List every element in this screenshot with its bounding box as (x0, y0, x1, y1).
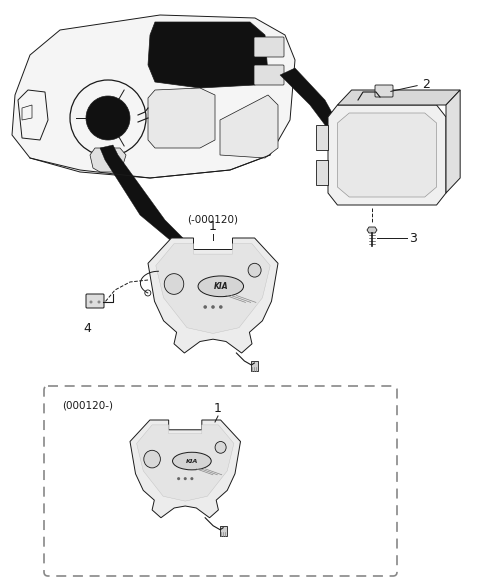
FancyBboxPatch shape (254, 65, 284, 85)
Circle shape (177, 477, 180, 480)
Ellipse shape (198, 276, 243, 297)
Polygon shape (316, 160, 328, 185)
Polygon shape (12, 15, 295, 178)
Polygon shape (220, 95, 278, 158)
Circle shape (89, 301, 93, 304)
FancyBboxPatch shape (254, 37, 284, 57)
Text: (000120-): (000120-) (62, 401, 113, 411)
Text: 2: 2 (422, 78, 430, 92)
Text: KIA: KIA (186, 458, 198, 464)
Polygon shape (367, 227, 377, 233)
Polygon shape (252, 361, 258, 371)
Text: 3: 3 (409, 231, 417, 245)
Polygon shape (90, 148, 126, 172)
Text: 1: 1 (214, 402, 222, 415)
Polygon shape (130, 420, 240, 518)
Text: 4: 4 (83, 322, 91, 335)
Ellipse shape (248, 263, 261, 277)
Circle shape (219, 305, 223, 309)
Ellipse shape (172, 452, 211, 470)
Polygon shape (148, 88, 215, 148)
Text: 1: 1 (209, 220, 217, 233)
FancyBboxPatch shape (375, 85, 393, 97)
Polygon shape (137, 425, 234, 501)
Polygon shape (337, 90, 460, 105)
Polygon shape (337, 113, 437, 197)
Text: (-000120): (-000120) (188, 214, 239, 224)
Polygon shape (156, 244, 270, 333)
Ellipse shape (215, 442, 226, 453)
Circle shape (204, 305, 207, 309)
Circle shape (97, 301, 100, 304)
Polygon shape (100, 145, 195, 255)
Polygon shape (316, 125, 328, 150)
Ellipse shape (164, 274, 184, 294)
Polygon shape (220, 526, 227, 536)
FancyBboxPatch shape (86, 294, 104, 308)
Circle shape (184, 477, 187, 480)
Circle shape (86, 96, 130, 140)
Circle shape (191, 477, 193, 480)
Polygon shape (328, 105, 446, 205)
Polygon shape (280, 68, 350, 150)
Polygon shape (148, 238, 278, 353)
Polygon shape (446, 90, 460, 193)
Text: KIA: KIA (214, 282, 228, 291)
Circle shape (211, 305, 215, 309)
Ellipse shape (144, 450, 160, 468)
Polygon shape (148, 22, 268, 88)
